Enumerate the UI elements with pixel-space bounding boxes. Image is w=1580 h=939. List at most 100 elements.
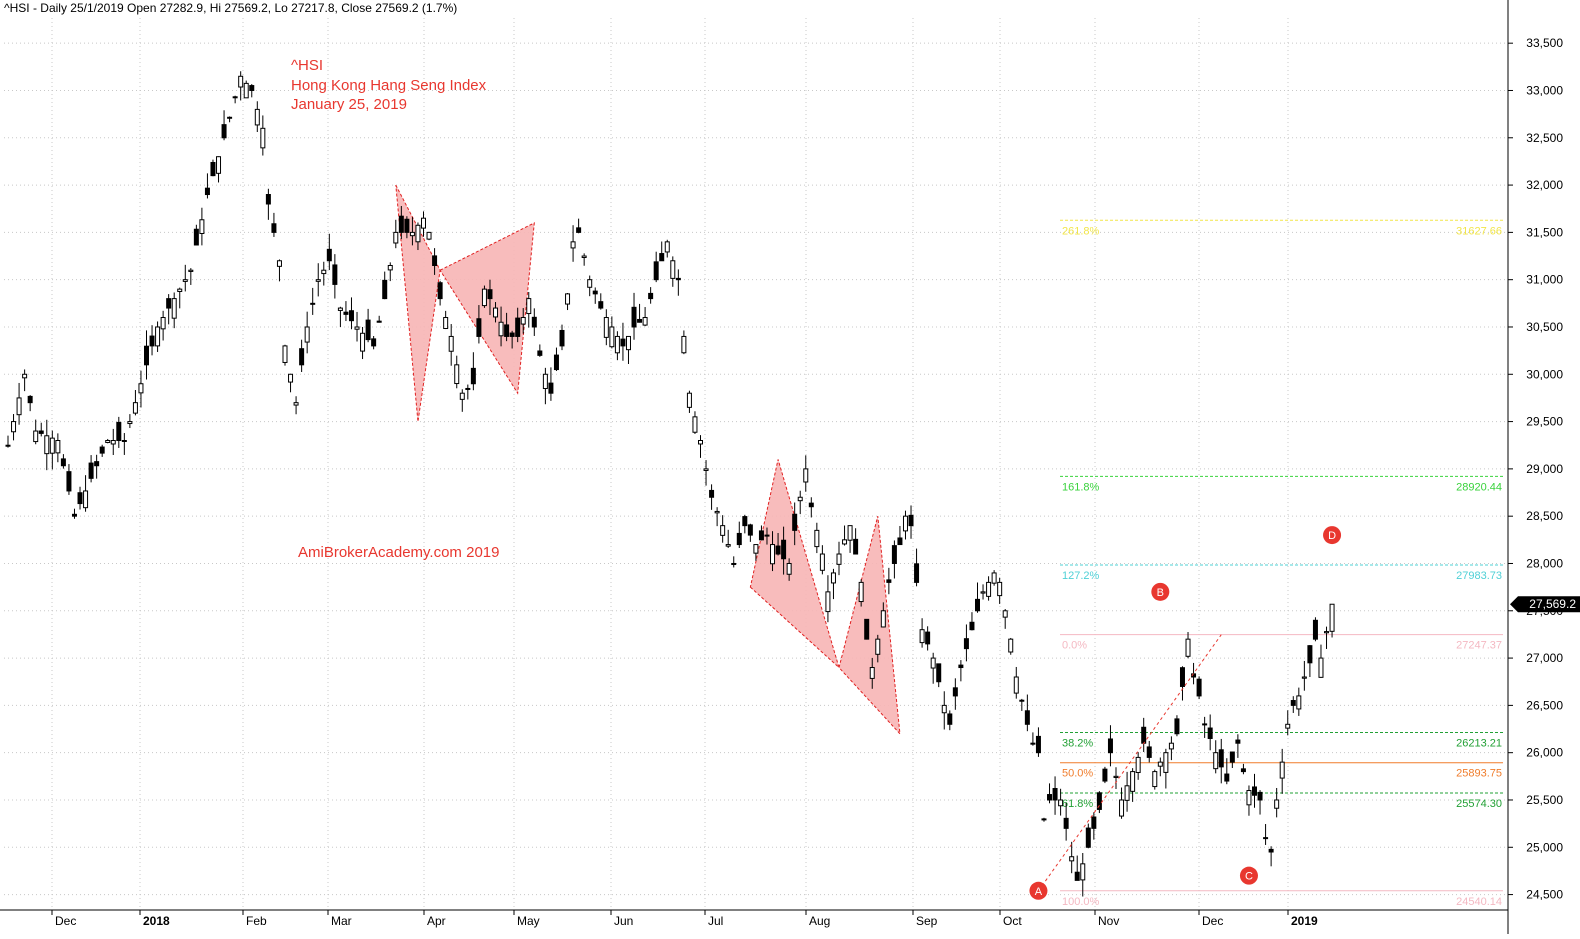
- candle-body-65: [365, 319, 371, 341]
- candle-body-98: [548, 382, 554, 394]
- candle-body-16: [94, 461, 100, 467]
- candle-body-209: [1163, 752, 1169, 773]
- candle-body-133: [742, 516, 748, 527]
- candle-body-19: [110, 440, 116, 445]
- candle-body-148: [825, 591, 831, 613]
- candle-body-126: [703, 468, 709, 471]
- candle-body-174: [969, 621, 975, 631]
- candle-body-60: [337, 307, 343, 311]
- candle-body-234: [1301, 676, 1307, 679]
- candle-body-189: [1052, 788, 1058, 801]
- candle-body-105: [587, 279, 593, 288]
- candle-body-198: [1102, 768, 1108, 782]
- candle-body-110: [614, 335, 620, 354]
- candle-body-111: [620, 338, 626, 347]
- candle-body-173: [963, 638, 969, 650]
- candle-body-225: [1252, 786, 1257, 796]
- candle-body-79: [443, 317, 449, 330]
- candle-body-170: [947, 713, 953, 725]
- candle-body-103: [576, 227, 582, 233]
- candle-body-135: [753, 544, 759, 554]
- candle-body-193: [1074, 871, 1080, 881]
- candle-body-131: [731, 562, 737, 565]
- candle-body-138: [770, 544, 776, 565]
- candle-body-53: [299, 348, 305, 366]
- candle-body-162: [902, 515, 908, 532]
- candle-body-64: [360, 332, 366, 352]
- candle-body-99: [553, 354, 559, 371]
- candle-body-134: [747, 524, 753, 536]
- candle-body-20: [116, 421, 122, 442]
- candle-body-96: [537, 350, 543, 356]
- candle-body-175: [975, 598, 980, 612]
- candle-body-3: [22, 373, 28, 379]
- fib-pct-label-5: 50.0%: [1062, 768, 1093, 780]
- candle-body-121: [675, 277, 681, 281]
- candle-body-237: [1318, 657, 1324, 678]
- candle-body-108: [603, 317, 609, 338]
- candle-body-166: [925, 631, 931, 645]
- candle-body-5: [33, 430, 39, 443]
- candle-body-95: [531, 316, 537, 328]
- candle-body-143: [797, 496, 803, 502]
- fib-pct-label-0: 261.8%: [1062, 225, 1100, 237]
- candle-body-191: [1063, 817, 1069, 829]
- candle-body-69: [387, 264, 393, 271]
- candle-body-213: [1185, 638, 1191, 657]
- x-tick-label-1: 2018: [143, 914, 170, 928]
- candle-body-112: [625, 335, 631, 351]
- candle-body-150: [836, 553, 842, 565]
- x-tick-label-12: Dec: [1202, 914, 1223, 928]
- x-tick-label-7: Jul: [708, 914, 723, 928]
- candle-body-78: [437, 282, 443, 300]
- candle-body-35: [199, 219, 205, 234]
- candle-body-113: [631, 306, 637, 328]
- candle-body-183: [1019, 699, 1025, 702]
- candle-body-61: [343, 311, 349, 315]
- candle-body-232: [1290, 700, 1296, 706]
- y-tick-label-18: 33,500: [1526, 36, 1563, 50]
- candle-body-33: [188, 269, 194, 272]
- candle-body-156: [869, 667, 875, 679]
- x-tick-label-6: Jun: [614, 914, 633, 928]
- candle-body-58: [326, 248, 332, 262]
- abcd-label-c: C: [1245, 871, 1253, 883]
- candle-body-15: [88, 462, 94, 479]
- candle-body-87: [487, 289, 493, 300]
- y-tick-label-14: 31,500: [1526, 225, 1563, 239]
- candle-body-163: [908, 514, 914, 527]
- candle-body-45: [254, 108, 260, 126]
- y-tick-label-8: 28,500: [1526, 509, 1563, 523]
- candle-body-128: [714, 510, 720, 514]
- candle-body-227: [1263, 837, 1269, 840]
- candle-body-1: [11, 421, 17, 433]
- candle-body-228: [1268, 848, 1274, 853]
- candle-body-195: [1085, 827, 1091, 848]
- candle-body-129: [720, 525, 726, 536]
- candle-body-81: [454, 364, 460, 385]
- y-tick-label-7: 28,000: [1526, 556, 1563, 570]
- x-tick-label-5: May: [517, 914, 540, 928]
- candle-body-23: [132, 402, 138, 414]
- abcd-trend-line: [1038, 634, 1222, 892]
- candle-body-176: [980, 591, 986, 594]
- candle-body-177: [986, 581, 992, 597]
- candle-body-32: [182, 279, 188, 282]
- candle-body-56: [315, 279, 321, 282]
- candle-body-63: [354, 326, 360, 330]
- candle-body-13: [77, 492, 83, 505]
- fib-value-label-4: 26213.21: [1456, 738, 1502, 750]
- x-tick-label-3: Mar: [331, 914, 352, 928]
- candle-body-31: [177, 288, 183, 292]
- candle-body-203: [1130, 771, 1136, 792]
- candle-body-140: [781, 539, 787, 560]
- candle-body-149: [830, 572, 836, 584]
- candle-body-147: [819, 553, 825, 571]
- candle-body-122: [681, 335, 687, 354]
- candle-body-2: [16, 397, 22, 416]
- candle-body-192: [1069, 856, 1075, 862]
- candle-body-152: [847, 525, 853, 541]
- fib-pct-label-3: 0.0%: [1062, 640, 1087, 652]
- fib-pct-label-1: 161.8%: [1062, 481, 1100, 493]
